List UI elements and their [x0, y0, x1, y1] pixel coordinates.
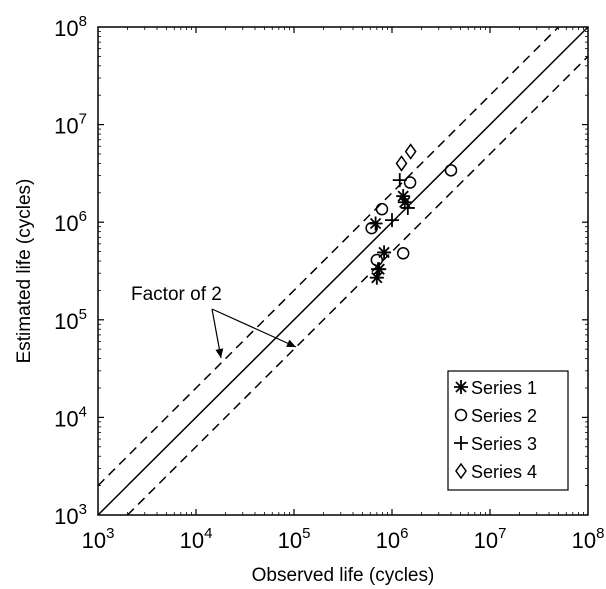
- annotation-arrowhead: [215, 348, 223, 358]
- legend-marker: [454, 380, 468, 394]
- x-tick-label: 103: [82, 525, 115, 553]
- data-point: [371, 254, 382, 265]
- annotation-arrow: [212, 309, 296, 347]
- legend-label: Series 2: [471, 406, 537, 426]
- annotation-label: Factor of 2: [131, 284, 222, 305]
- x-tick-label: 104: [180, 525, 213, 553]
- y-tick-label: 105: [54, 306, 87, 334]
- y-tick-label: 107: [54, 111, 87, 139]
- x-axis-title: Observed life (cycles): [252, 565, 435, 586]
- y-tick-label: 104: [54, 403, 87, 431]
- y-tick-label: 103: [54, 501, 87, 529]
- data-point: [446, 165, 457, 176]
- data-point: [377, 245, 391, 259]
- data-point: [396, 156, 406, 170]
- data-point: [376, 204, 387, 215]
- legend-label: Series 4: [471, 462, 537, 482]
- y-tick-label: 106: [54, 208, 87, 236]
- data-point: [385, 213, 399, 227]
- x-tick-label: 107: [474, 525, 507, 553]
- legend-label: Series 1: [471, 378, 537, 398]
- data-points: [366, 145, 456, 285]
- x-tick-label: 108: [572, 525, 605, 553]
- data-point: [406, 145, 416, 159]
- y-tick-label: 108: [54, 13, 87, 41]
- x-tick-label: 106: [376, 525, 409, 553]
- data-point: [405, 177, 416, 188]
- y-axis-title: Estimated life (cycles): [14, 179, 35, 364]
- legend-label: Series 3: [471, 434, 537, 454]
- data-point: [398, 248, 409, 259]
- legend: Series 1 Series 2 Series 3 Series 4: [448, 371, 568, 490]
- factor-annotation: Factor of 2: [131, 284, 296, 358]
- x-tick-label: 105: [278, 525, 311, 553]
